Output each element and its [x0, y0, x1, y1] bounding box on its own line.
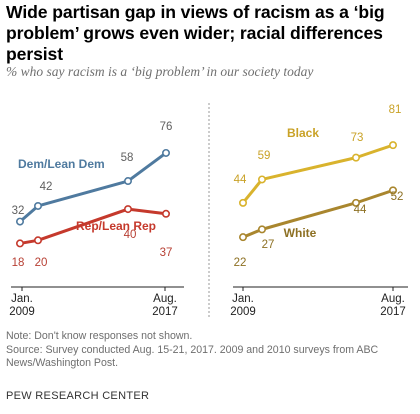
- left-value-label: 32: [12, 205, 25, 217]
- right-x-tick-label: 2017: [380, 306, 406, 318]
- left-x-tick-label: Aug.: [153, 293, 177, 305]
- left-series-name-label: Dem/Lean Dem: [18, 157, 105, 171]
- right-series-point-0: [351, 153, 360, 162]
- right-series-name-label: White: [284, 226, 317, 240]
- left-series-point-0: [33, 201, 42, 210]
- left-series-point-1: [33, 236, 42, 245]
- left-value-label: 42: [40, 181, 53, 193]
- right-series-point-1: [239, 233, 248, 242]
- right-value-label: 27: [262, 239, 275, 251]
- left-x-tick-label: 2017: [152, 306, 178, 318]
- right-x-tick-label: Jan.: [232, 293, 254, 305]
- left-value-label: 37: [160, 247, 173, 259]
- left-x-tick-label: 2009: [9, 306, 35, 318]
- left-value-label: 40: [124, 229, 137, 241]
- left-series-point-1: [124, 205, 133, 214]
- right-x-tick-label: Aug.: [381, 293, 405, 305]
- left-x-tick-label: Jan.: [11, 293, 33, 305]
- right-series-point-1: [257, 225, 266, 234]
- right-value-label: 81: [389, 104, 402, 116]
- left-value-label: 76: [160, 121, 173, 133]
- right-series-point-0: [388, 141, 397, 150]
- right-value-label: 44: [354, 204, 367, 216]
- page-title: Wide partisan gap in views of racism as …: [6, 2, 385, 64]
- brand-footer: PEW RESEARCH CENTER: [6, 390, 150, 402]
- right-x-tick-label: 2009: [230, 306, 256, 318]
- right-value-label: 44: [234, 174, 247, 186]
- source-text-line2: News/Washington Post.: [6, 357, 119, 369]
- right-series-point-1: [388, 186, 397, 195]
- right-series-line-0: [241, 143, 395, 205]
- right-value-label: 73: [351, 132, 364, 144]
- left-series-point-1: [162, 209, 171, 218]
- right-series-line-1: [241, 188, 395, 239]
- right-series-name-label: Black: [287, 126, 319, 140]
- left-series-point-1: [15, 239, 24, 248]
- right-series-point-1: [351, 198, 360, 207]
- right-value-label: 52: [391, 191, 404, 203]
- left-series-line-1: [18, 207, 168, 245]
- right-series-point-0: [239, 198, 248, 207]
- right-value-label: 59: [258, 150, 271, 162]
- left-value-label: 58: [121, 152, 134, 164]
- left-series-point-0: [15, 217, 24, 226]
- left-series-point-0: [124, 177, 133, 186]
- left-series-line-0: [18, 151, 168, 224]
- left-value-label: 20: [35, 257, 48, 269]
- source-text-line1: Source: Survey conducted Aug. 15-21, 201…: [6, 344, 379, 356]
- note-text: Note: Don't know responses not shown.: [6, 330, 193, 342]
- right-series-point-0: [257, 175, 266, 184]
- chart-subtitle: % who say racism is a ‘big problem’ in o…: [6, 64, 314, 79]
- left-series-point-0: [162, 148, 171, 157]
- left-value-label: 18: [12, 257, 25, 269]
- left-series-name-label: Rep/Lean Rep: [76, 219, 156, 233]
- right-value-label: 22: [234, 257, 247, 269]
